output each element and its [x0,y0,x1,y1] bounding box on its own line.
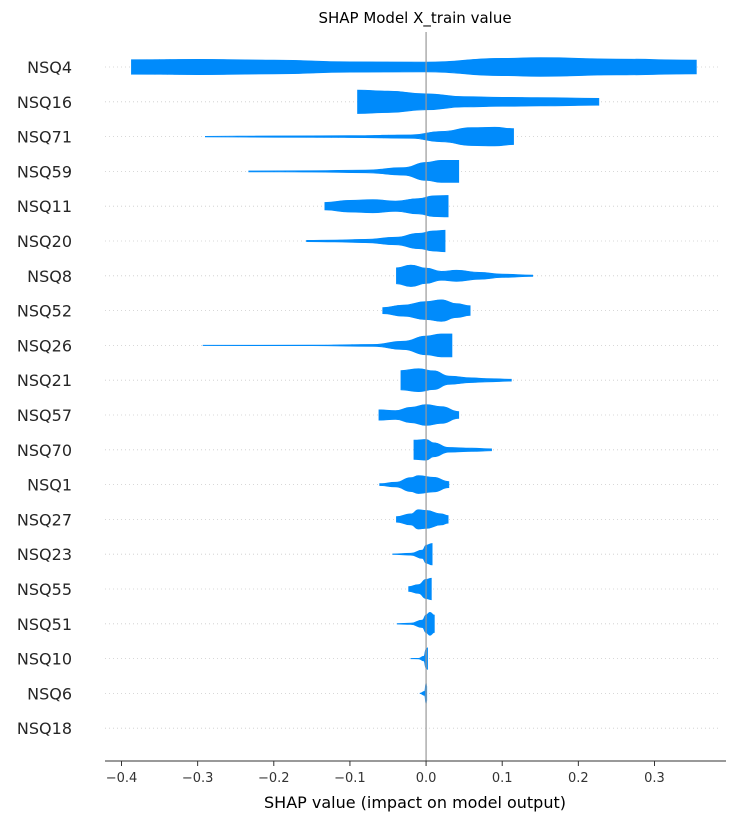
feature-label-nsq1: NSQ1 [27,476,72,495]
feature-label-nsq55: NSQ55 [17,580,72,599]
violin-nsq16 [357,89,600,114]
violin-nsq57 [378,404,460,426]
feature-label-nsq20: NSQ20 [17,232,72,251]
violin-nsq27 [396,509,449,530]
violin-nsq6 [419,682,428,705]
x-tick-label: 0.2 [568,771,589,786]
violin-nsq51 [396,611,435,636]
feature-label-nsq27: NSQ27 [17,510,72,529]
violin-nsq11 [324,195,449,218]
x-tick-label: −0.1 [334,771,366,786]
violin-nsq23 [392,543,433,566]
violin-nsq55 [408,577,432,601]
feature-label-nsq21: NSQ21 [17,371,72,390]
x-axis: −0.4 −0.3 −0.2 −0.1 0.0 0.1 0.2 0.3 [105,760,726,786]
feature-label-nsq71: NSQ71 [17,128,72,147]
violin-nsq21 [400,368,512,393]
x-tick-label: −0.4 [106,771,138,786]
x-tick-label: −0.2 [258,771,290,786]
chart-title: SHAP Model X_train value [318,9,511,28]
x-tick-label: 0.0 [416,771,437,786]
x-axis-label: SHAP value (impact on model output) [264,793,566,812]
feature-label-nsq11: NSQ11 [17,197,72,216]
violin-nsq1 [379,475,450,494]
violin-nsq8 [396,264,533,287]
feature-label-nsq6: NSQ6 [27,684,72,703]
feature-label-nsq51: NSQ51 [17,615,72,634]
x-tick-label: 0.1 [492,771,513,786]
feature-label-nsq70: NSQ70 [17,441,72,460]
feature-label-nsq23: NSQ23 [17,545,72,564]
violin-nsq20 [306,229,446,253]
violins [131,57,697,705]
feature-label-nsq10: NSQ10 [17,650,72,669]
feature-label-nsq4: NSQ4 [27,58,72,77]
feature-labels: NSQ4 NSQ16 NSQ71 NSQ59 NSQ11 NSQ20 NSQ8 NSQ52 NS… [17,58,72,738]
feature-label-nsq18: NSQ18 [17,719,72,738]
feature-label-nsq59: NSQ59 [17,162,72,181]
violin-nsq59 [248,160,460,183]
feature-label-nsq8: NSQ8 [27,267,72,286]
grid-lines [105,66,720,729]
violin-nsq71 [205,126,514,147]
x-tick-label: 0.3 [644,771,665,786]
feature-label-nsq52: NSQ52 [17,302,72,321]
feature-label-nsq16: NSQ16 [17,93,72,112]
violin-nsq10 [410,647,428,670]
feature-label-nsq57: NSQ57 [17,406,72,425]
feature-label-nsq26: NSQ26 [17,336,72,355]
violin-nsq4 [131,57,697,77]
violin-nsq26 [202,333,453,358]
x-tick-label: −0.3 [182,771,214,786]
